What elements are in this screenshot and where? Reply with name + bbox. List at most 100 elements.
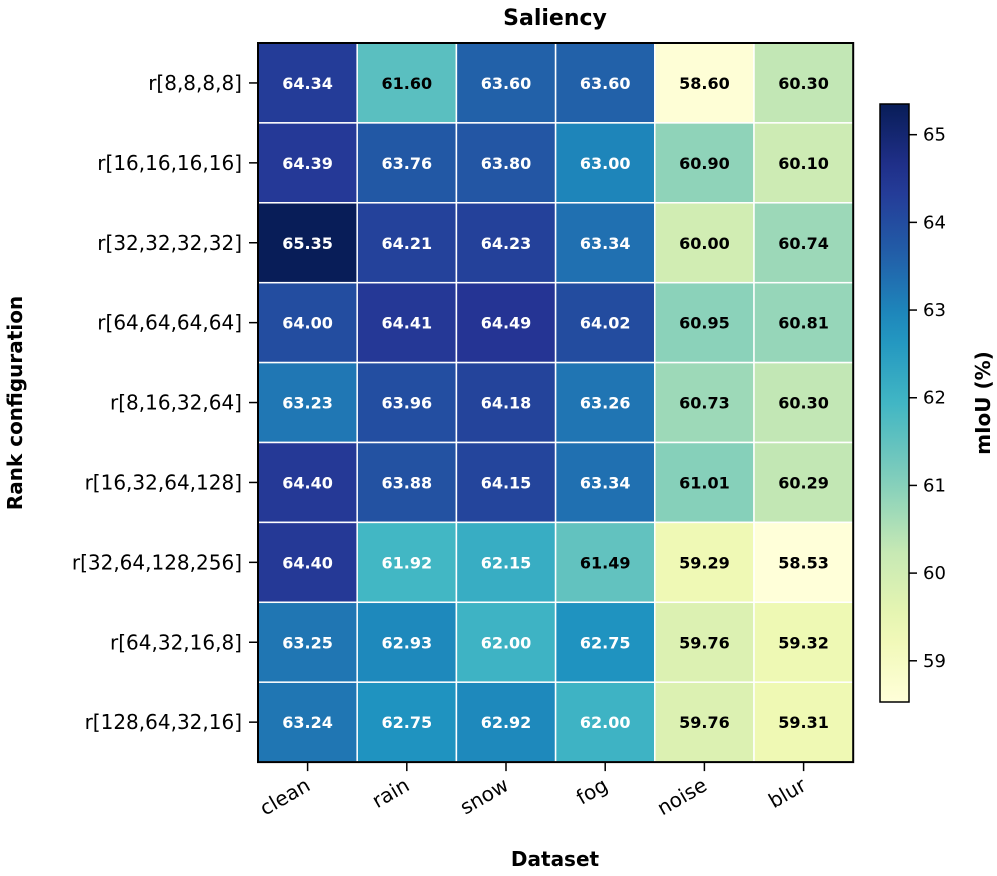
cell-value-label: 63.24 bbox=[282, 713, 333, 732]
cell-value-label: 64.41 bbox=[381, 314, 432, 333]
heatmap-cell bbox=[554, 281, 656, 364]
heatmap-cell bbox=[554, 202, 656, 284]
heatmap-cell bbox=[554, 361, 656, 444]
y-tick-label: r[128,64,32,16] bbox=[85, 710, 242, 734]
heatmap-cell bbox=[356, 122, 458, 204]
y-tick-label: r[64,64,64,64] bbox=[97, 311, 242, 335]
x-tick-label: fog bbox=[572, 773, 612, 810]
x-tick-label: noise bbox=[653, 773, 711, 820]
heatmap-cell bbox=[753, 521, 854, 604]
colorbar-tick-label: 60 bbox=[923, 563, 946, 584]
heatmap-cell bbox=[654, 202, 755, 284]
y-tick-label: r[16,32,64,128] bbox=[85, 470, 242, 494]
heatmap-cell bbox=[257, 42, 358, 124]
heatmap-cell bbox=[753, 601, 854, 683]
colorbar-tick-label: 59 bbox=[923, 651, 946, 672]
cell-value-label: 63.26 bbox=[580, 394, 631, 413]
heatmap-cell bbox=[455, 681, 557, 763]
cell-value-label: 62.75 bbox=[381, 713, 432, 732]
cell-value-label: 63.34 bbox=[580, 234, 631, 253]
x-tick-label: clean bbox=[256, 773, 315, 821]
heatmap-cell bbox=[257, 361, 358, 444]
cell-value-label: 64.39 bbox=[282, 154, 333, 173]
heatmap-cell bbox=[654, 601, 755, 683]
y-tick-label: r[8,16,32,64] bbox=[110, 391, 242, 415]
heatmap-cell bbox=[257, 521, 358, 604]
heatmap-cell bbox=[753, 441, 854, 524]
heatmap-cell bbox=[257, 681, 358, 763]
cell-value-label: 60.74 bbox=[778, 234, 829, 253]
cell-value-label: 63.60 bbox=[481, 74, 532, 93]
cell-value-label: 64.40 bbox=[282, 553, 333, 572]
cell-value-label: 64.00 bbox=[282, 314, 333, 333]
cell-value-label: 64.02 bbox=[580, 314, 631, 333]
heatmap-cell bbox=[356, 681, 458, 763]
chart-title: Saliency bbox=[503, 6, 607, 31]
y-tick-label: r[32,64,128,256] bbox=[72, 550, 242, 574]
colorbar-tick-label: 61 bbox=[923, 475, 946, 496]
cell-value-label: 62.15 bbox=[481, 553, 532, 572]
heatmap-cell bbox=[753, 202, 854, 284]
cell-value-label: 62.00 bbox=[580, 713, 631, 732]
cell-value-label: 61.01 bbox=[679, 473, 730, 492]
cell-value-label: 63.34 bbox=[580, 473, 631, 492]
cell-value-label: 58.60 bbox=[679, 74, 730, 93]
x-axis-label: Dataset bbox=[511, 847, 600, 871]
cell-value-label: 64.23 bbox=[481, 234, 532, 253]
y-axis-label: Rank configuration bbox=[3, 296, 27, 510]
colorbar bbox=[879, 103, 910, 703]
cell-value-label: 60.90 bbox=[679, 154, 730, 173]
cell-value-label: 60.73 bbox=[679, 394, 730, 413]
cell-value-label: 61.92 bbox=[381, 553, 432, 572]
cell-value-label: 62.75 bbox=[580, 633, 631, 652]
cell-value-label: 64.40 bbox=[282, 473, 333, 492]
cell-value-label: 63.23 bbox=[282, 394, 333, 413]
cell-value-label: 58.53 bbox=[778, 553, 829, 572]
colorbar-label: mIoU (%) bbox=[971, 351, 995, 455]
heatmap-cell bbox=[753, 42, 854, 124]
cell-value-label: 61.60 bbox=[381, 74, 432, 93]
cell-value-label: 63.80 bbox=[481, 154, 532, 173]
heatmap-cell bbox=[753, 122, 854, 204]
cell-value-label: 63.60 bbox=[580, 74, 631, 93]
cell-value-label: 64.34 bbox=[282, 74, 333, 93]
heatmap-cell bbox=[356, 202, 458, 284]
y-tick-label: r[32,32,32,32] bbox=[97, 231, 242, 255]
heatmap-cell bbox=[654, 361, 755, 444]
cell-value-label: 63.88 bbox=[381, 473, 432, 492]
colorbar-tick-label: 62 bbox=[923, 388, 946, 409]
cell-value-label: 64.15 bbox=[481, 473, 532, 492]
heatmap-cell bbox=[455, 281, 557, 364]
cell-value-label: 63.25 bbox=[282, 633, 333, 652]
heatmap-cell bbox=[257, 281, 358, 364]
cell-value-label: 60.30 bbox=[778, 394, 829, 413]
cell-value-label: 63.00 bbox=[580, 154, 631, 173]
heatmap-cell bbox=[554, 521, 656, 604]
cell-value-label: 63.96 bbox=[381, 394, 432, 413]
heatmap-cell bbox=[455, 361, 557, 444]
y-tick-label: r[16,16,16,16] bbox=[97, 151, 242, 175]
heatmap-cell bbox=[654, 681, 755, 763]
y-axis-ticks: r[8,8,8,8] r[16,16,16,16] r[32,32,32,32] r[… bbox=[72, 71, 258, 734]
heatmap-cell bbox=[356, 42, 458, 124]
colorbar-tick-label: 65 bbox=[923, 125, 946, 146]
x-tick-label: rain bbox=[368, 773, 414, 813]
cell-value-label: 65.35 bbox=[282, 234, 333, 253]
colorbar-tick-label: 63 bbox=[923, 300, 946, 321]
heatmap-cell bbox=[753, 681, 854, 763]
y-tick-label: r[8,8,8,8] bbox=[148, 71, 242, 95]
cell-value-label: 62.92 bbox=[481, 713, 532, 732]
heatmap-cell bbox=[455, 521, 557, 604]
heatmap-cell bbox=[654, 281, 755, 364]
heatmap-cell bbox=[356, 281, 458, 364]
x-tick-label: blur bbox=[764, 772, 811, 813]
heatmap-cell bbox=[257, 441, 358, 524]
cell-value-label: 59.76 bbox=[679, 633, 730, 652]
cell-value-label: 59.76 bbox=[679, 713, 730, 732]
cell-value-label: 64.18 bbox=[481, 394, 532, 413]
cell-value-label: 62.00 bbox=[481, 633, 532, 652]
x-axis-ticks: clean rain snow fog noise blur bbox=[256, 762, 811, 820]
cell-value-label: 64.21 bbox=[381, 234, 432, 253]
cell-value-label: 59.32 bbox=[778, 633, 829, 652]
